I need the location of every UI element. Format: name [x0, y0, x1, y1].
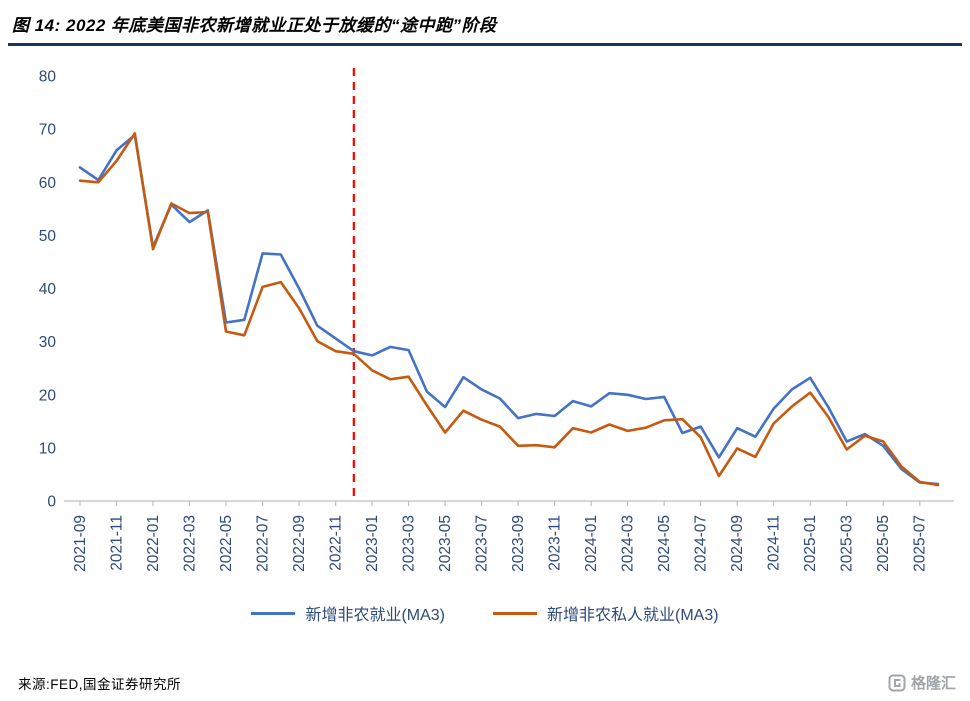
y-axis-tick-label: 80 [39, 69, 57, 86]
x-axis-tick-label: 2024-07 [693, 515, 710, 572]
x-axis-tick-label: 2024-03 [620, 515, 637, 572]
x-axis-tick-label: 2023-03 [401, 515, 418, 572]
x-axis-tick-label: 2021-09 [72, 515, 89, 572]
y-axis-tick-label: 50 [39, 228, 57, 245]
x-axis-tick-label: 2024-09 [729, 515, 746, 572]
title-rule [8, 43, 962, 46]
x-axis-tick-label: 2021-11 [109, 515, 126, 571]
x-axis-tick-label: 2025-05 [875, 515, 892, 572]
x-axis-tick-label: 2022-03 [182, 515, 199, 572]
series-line-0 [78, 133, 940, 486]
x-axis-tick-label: 2023-11 [547, 515, 564, 571]
legend-item-nonfarm: 新增非农就业(MA3) [251, 601, 445, 625]
x-axis-tick-label: 2024-05 [656, 515, 673, 572]
legend-item-private: 新增非农私人就业(MA3) [493, 601, 719, 625]
y-axis-tick-label: 20 [39, 387, 57, 404]
chart-title: 图 14: 2022 年底美国非农新增就业正处于放缓的“途中跑”阶段 [12, 16, 497, 35]
gelonghui-logo-text: 格隆汇 [910, 675, 956, 692]
y-axis-tick-label: 30 [39, 334, 57, 351]
series-line-1 [78, 132, 940, 487]
x-axis-tick-label: 2025-07 [912, 515, 929, 572]
x-axis-tick-label: 2023-01 [364, 515, 381, 572]
x-axis-tick-label: 2023-05 [437, 515, 454, 572]
x-axis-tick-label: 2023-07 [474, 515, 491, 572]
chart-legend: 新增非农就业(MA3) 新增非农私人就业(MA3) [0, 601, 970, 625]
x-axis-tick-label: 2025-01 [802, 515, 819, 572]
x-axis-tick-label: 2024-01 [583, 515, 600, 572]
source-note: 来源:FED,国金证券研究所 [18, 676, 182, 692]
x-axis-tick-label: 2023-09 [510, 515, 527, 572]
x-axis-tick-label: 2022-01 [145, 515, 162, 572]
figure-footer: 来源:FED,国金证券研究所 格隆汇 [0, 672, 970, 693]
x-axis-tick-label: 2022-07 [255, 515, 272, 572]
x-axis-tick-label: 2024-11 [766, 515, 783, 571]
legend-label-private: 新增非农私人就业(MA3) [547, 607, 719, 624]
line-chart: 0 10 20 30 40 50 60 70 80 2021-09 2021-11 2022-01 20… [39, 68, 954, 572]
y-axis-tick-label: 0 [47, 494, 56, 511]
x-axis-tick-label: 2022-09 [291, 515, 308, 572]
legend-label-nonfarm: 新增非农就业(MA3) [305, 607, 445, 624]
x-axis-tick-label: 2022-11 [328, 515, 345, 571]
gelonghui-icon [888, 674, 906, 691]
legend-line-sample-nonfarm [251, 611, 296, 615]
gelonghui-logo: 格隆汇 [888, 672, 956, 693]
y-axis-tick-label: 10 [39, 440, 57, 457]
y-axis-tick-label: 70 [39, 122, 57, 139]
x-axis-tick-label: 2022-05 [218, 515, 235, 572]
legend-line-sample-private [493, 611, 537, 615]
x-axis-tick-label: 2025-03 [839, 515, 856, 572]
y-axis-tick-label: 60 [39, 175, 57, 192]
y-axis-tick-label: 40 [39, 281, 57, 298]
